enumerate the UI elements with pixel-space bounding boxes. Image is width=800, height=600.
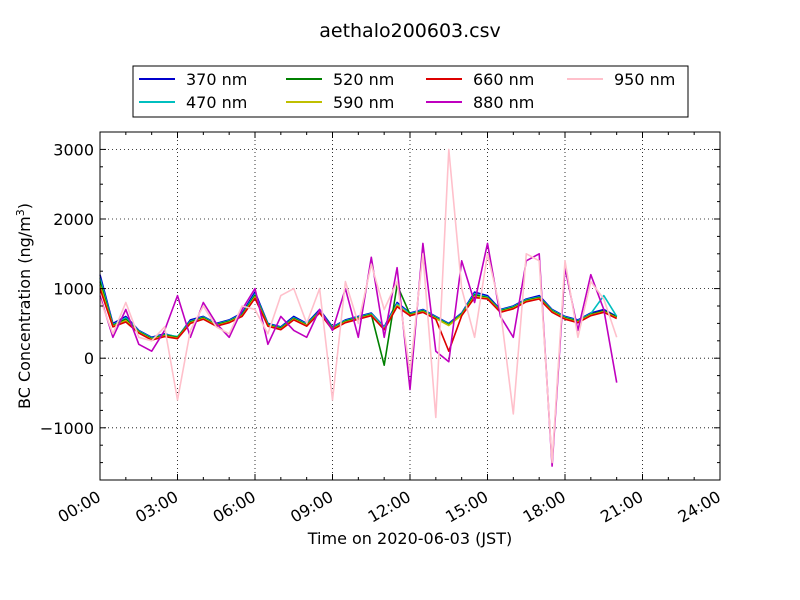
- x-tick-label: 21:00: [597, 487, 646, 527]
- x-tick-label: 24:00: [675, 487, 724, 527]
- legend-label: 950 nm: [614, 70, 675, 89]
- grid: [99, 132, 721, 480]
- x-tick-label: 00:00: [55, 487, 104, 527]
- x-tick-label: 18:00: [520, 487, 569, 527]
- y-tick-label: 2000: [53, 210, 94, 229]
- series-line-660-nm: [99, 288, 618, 353]
- legend-label: 590 nm: [333, 93, 394, 112]
- legend-label: 370 nm: [186, 70, 247, 89]
- legend-label: 520 nm: [333, 70, 394, 89]
- y-tick-label: −1000: [40, 419, 94, 438]
- y-axis-label: BC Concentration (ng/m3): [14, 203, 34, 409]
- series-line-950-nm: [99, 148, 618, 464]
- x-axis-label: Time on 2020-06-03 (JST): [307, 529, 512, 548]
- legend-label: 880 nm: [473, 93, 534, 112]
- x-tick-label: 15:00: [442, 487, 491, 527]
- legend-label: 660 nm: [473, 70, 534, 89]
- x-tick-label: 12:00: [365, 487, 414, 527]
- series-line-880-nm: [99, 242, 618, 467]
- x-tick-label: 06:00: [210, 487, 259, 527]
- x-tick-label: 09:00: [287, 487, 336, 527]
- legend: 370 nm 470 nm 520 nm 590 nm 660 nm 880 nm 950 …: [132, 65, 689, 118]
- chart-title: aethalo200603.csv: [319, 20, 501, 42]
- y-tick-label: 1000: [53, 280, 94, 299]
- series-layer: [99, 148, 618, 467]
- legend-label: 470 nm: [186, 93, 247, 112]
- x-tick-label: 03:00: [132, 487, 181, 527]
- y-tick-label: 3000: [53, 140, 94, 159]
- y-tick-label: 0: [84, 349, 94, 368]
- ticks: 00:00 03:00 06:00 09:00 12:00 15:00 18:00 21:00…: [40, 132, 724, 527]
